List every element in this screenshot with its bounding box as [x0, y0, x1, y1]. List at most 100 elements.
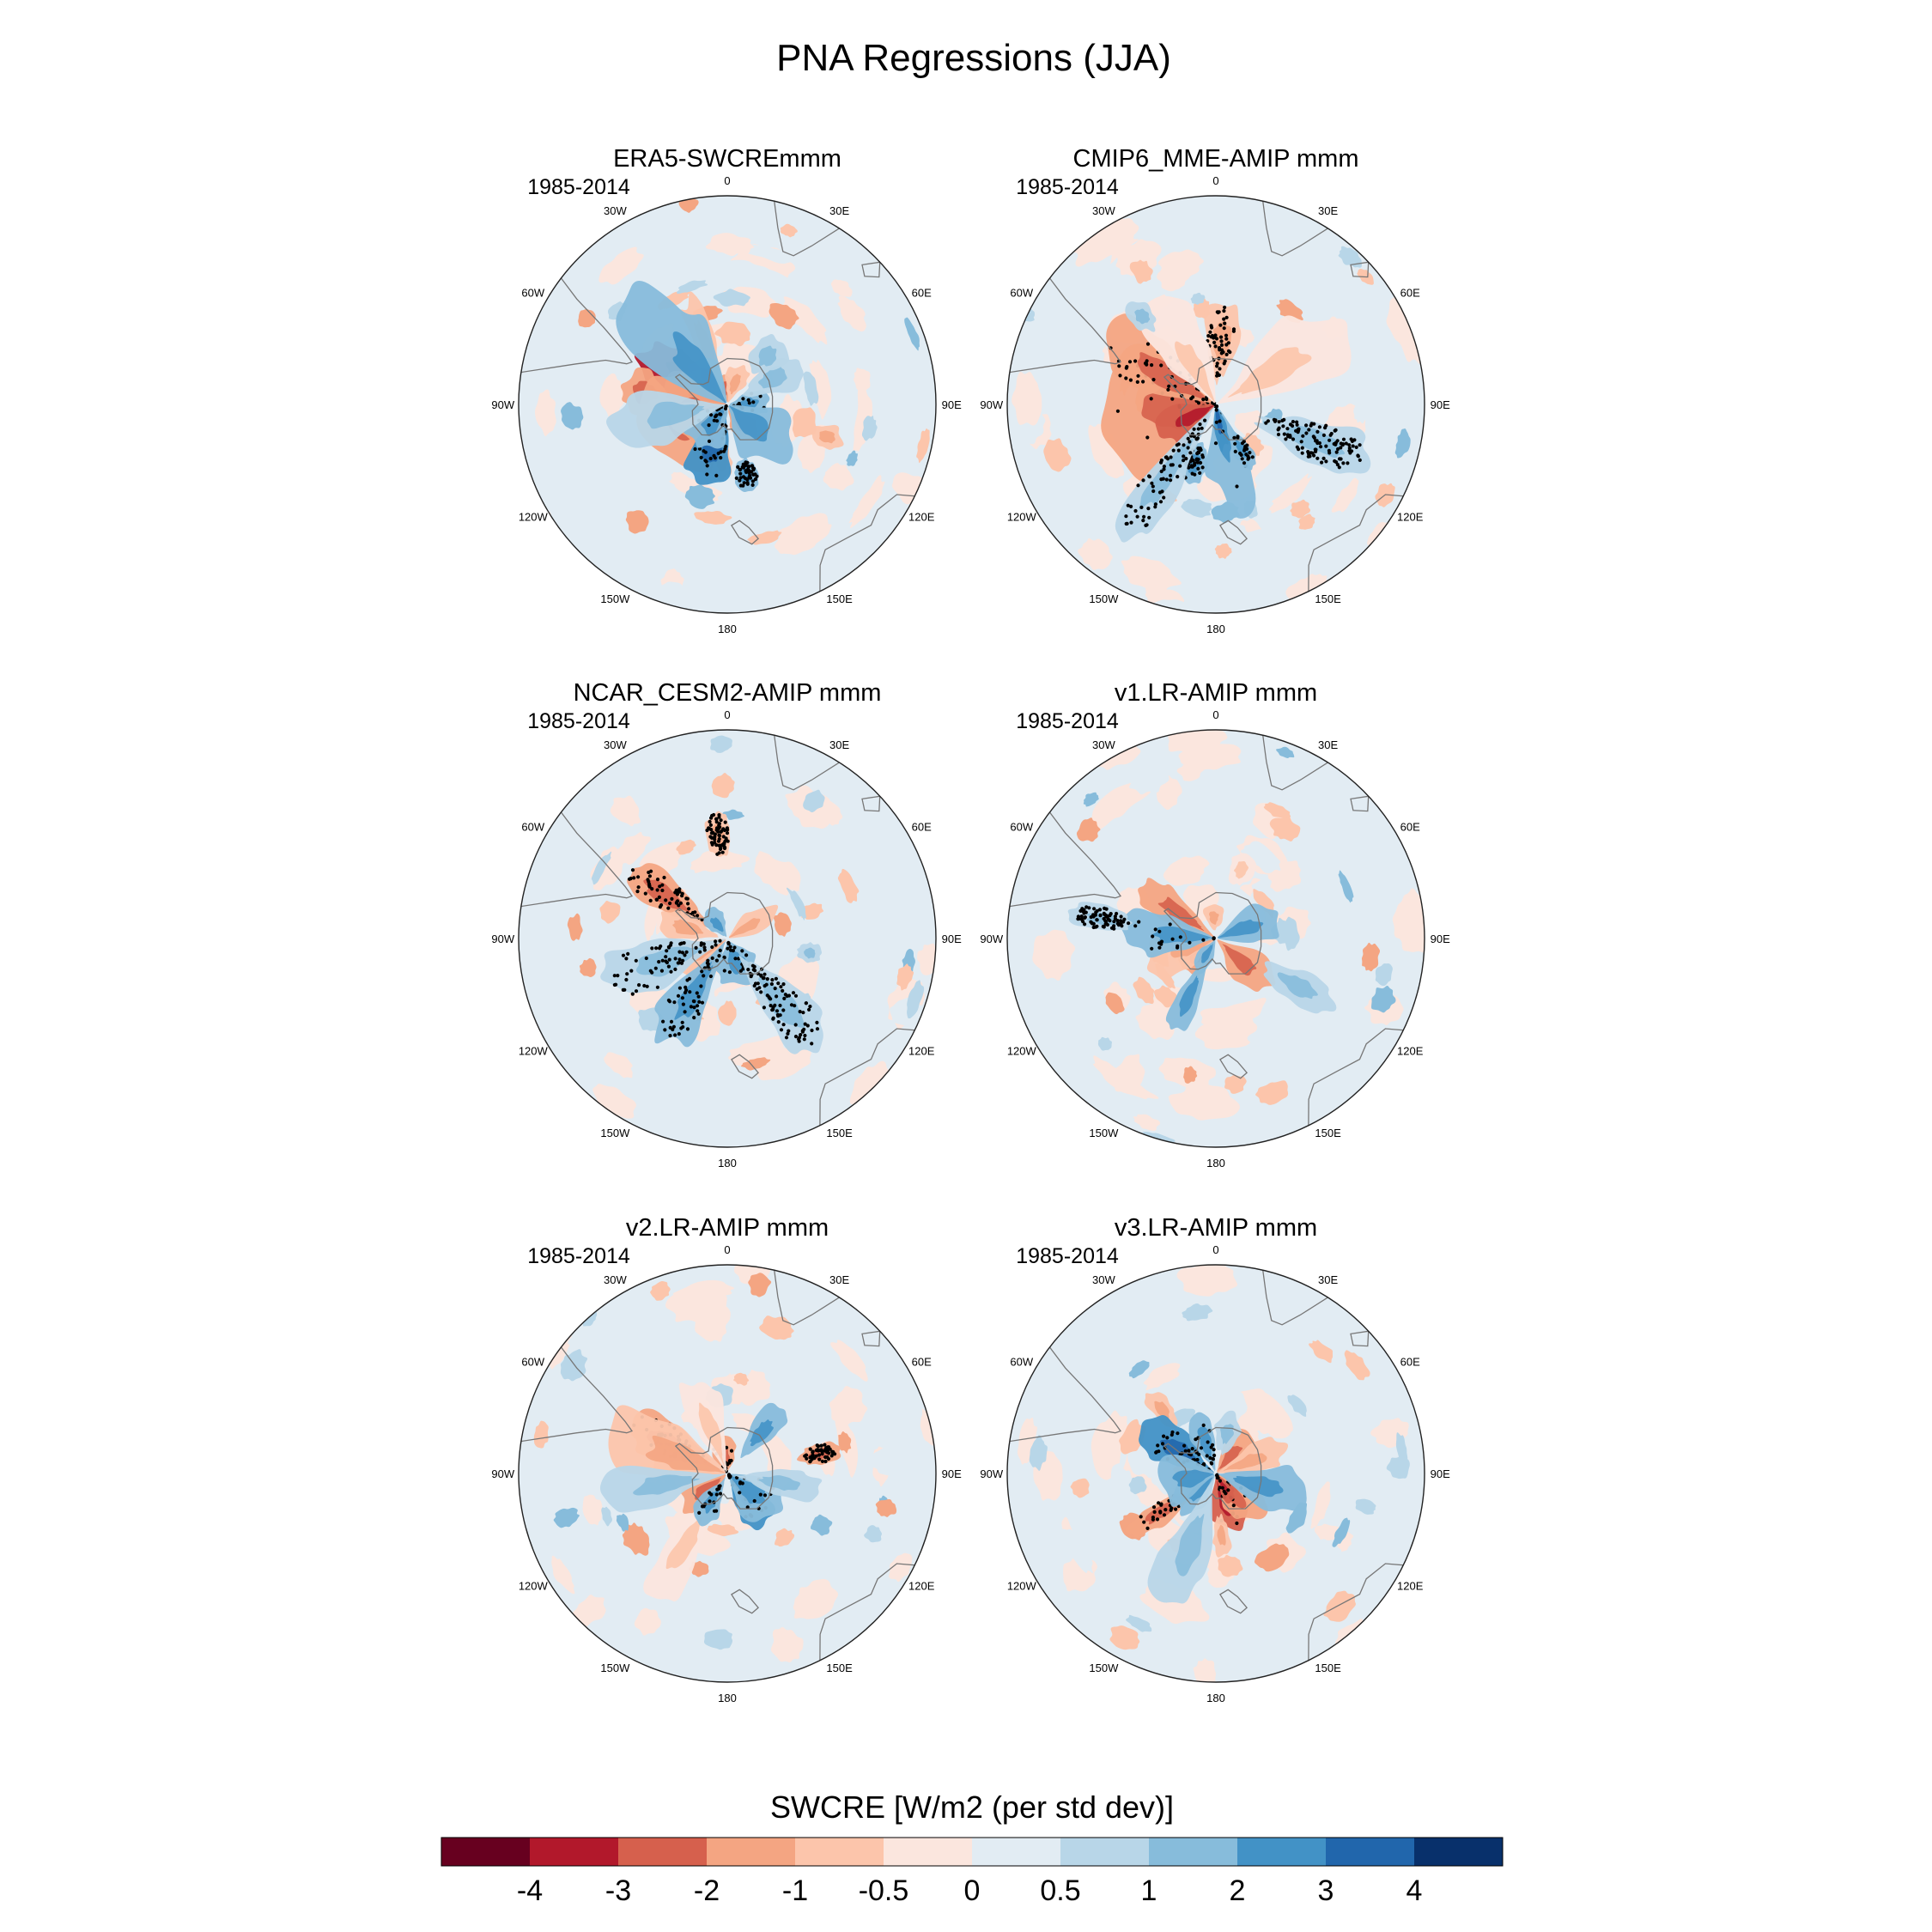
stipple-dot — [1219, 351, 1224, 355]
longitude-label: 60E — [1400, 1355, 1420, 1368]
longitude-label: 120W — [1007, 1580, 1037, 1593]
stipple-dot — [647, 879, 651, 884]
stipple-dot — [1182, 454, 1186, 459]
stipple-dot — [1205, 397, 1209, 402]
stipple-dot — [1346, 461, 1350, 465]
noise-patch — [1240, 841, 1282, 873]
noise-patch — [1105, 992, 1125, 1015]
longitude-label: 60E — [912, 1355, 932, 1368]
stipple-dot — [1242, 447, 1247, 451]
stipple-dot — [1323, 426, 1327, 430]
stipple-dot — [693, 910, 697, 914]
stipple-dot — [823, 1447, 828, 1451]
noise-patch — [717, 1000, 737, 1026]
noise-patch — [780, 223, 798, 238]
noise-patch — [1163, 855, 1211, 886]
stipple-dot — [811, 1450, 815, 1455]
noise-patch — [1157, 261, 1190, 292]
stipple-dot — [1183, 1449, 1188, 1453]
stipple-dot — [694, 945, 698, 950]
stipple-dot — [673, 967, 677, 971]
stipple-dot — [781, 1008, 786, 1012]
stipple-dot — [700, 969, 704, 974]
stipple-dot — [1145, 1526, 1150, 1530]
stipple-dot — [1195, 460, 1200, 465]
noise-patch — [733, 1637, 761, 1666]
anomaly-core — [645, 1435, 726, 1473]
stipple-dot — [1214, 337, 1219, 341]
stipple-dot — [653, 966, 658, 970]
coastline-australia — [819, 494, 927, 604]
stipple-dot — [1341, 461, 1346, 465]
noise-patch — [653, 738, 682, 782]
anomaly-core — [672, 331, 726, 404]
noise-patch — [591, 850, 612, 885]
stipple-dot — [1142, 1520, 1146, 1524]
stipple-dot — [1150, 946, 1154, 951]
stipple-dot — [626, 951, 630, 956]
stipple-dot — [733, 957, 738, 961]
colorbar-label: SWCRE [W/m2 (per std dev)] — [770, 1789, 1174, 1825]
anomaly-core — [1277, 972, 1318, 999]
stipple-dot — [1280, 418, 1285, 422]
stipple-dot — [765, 993, 769, 998]
stipple-dot — [696, 1012, 701, 1016]
stipple-dot — [726, 946, 730, 951]
anomaly-core — [672, 919, 704, 935]
noise-patch — [792, 407, 817, 438]
stipple-dot — [719, 456, 723, 460]
stipple-dot — [702, 1504, 706, 1509]
noise-patch — [1285, 574, 1327, 601]
stipple-dot — [1188, 940, 1192, 945]
anomaly-core — [1154, 1400, 1170, 1419]
noise-patch — [710, 735, 732, 753]
noise-patch — [1176, 1265, 1238, 1297]
stipple-dot — [665, 949, 669, 953]
stipple-dot — [751, 400, 756, 404]
stipple-dot — [708, 827, 712, 831]
stipple-dot — [1285, 433, 1290, 437]
stipple-dot — [1239, 453, 1243, 458]
noise-patch — [1267, 473, 1312, 513]
stipple-dot — [1197, 1452, 1201, 1456]
noise-patch — [1374, 839, 1396, 871]
stipple-dot — [684, 896, 689, 901]
noise-patch — [1032, 929, 1076, 981]
stipple-dot — [1127, 360, 1133, 364]
stipple-dot — [714, 473, 719, 478]
stipple-dot — [714, 415, 718, 419]
stipple-dot — [1273, 418, 1278, 422]
stipple-dot — [1277, 426, 1281, 430]
stipple-dot — [1182, 443, 1186, 447]
anomaly-core — [665, 1516, 702, 1570]
coastline-madagascar — [861, 795, 881, 812]
stipple-dot — [1171, 448, 1176, 453]
stipple-dot — [1246, 457, 1250, 461]
stipple-dot — [1136, 483, 1140, 488]
longitude-label: 120W — [1007, 1045, 1037, 1058]
stipple-dot — [1156, 1443, 1160, 1448]
anomaly-core — [1152, 926, 1214, 944]
noise-patch — [864, 1525, 883, 1543]
stipple-dot — [714, 1492, 719, 1497]
colorbar-swatch — [1237, 1838, 1327, 1866]
stipple-dot — [1176, 944, 1180, 948]
colorbar: -4 -3 -2 -1 -0.5 0 0.5 1 2 3 4 — [440, 1837, 1504, 1907]
stipple-dot — [707, 423, 711, 428]
anomaly-core — [1232, 1475, 1284, 1498]
noise-patch — [830, 1340, 868, 1382]
longitude-label: 30W — [604, 738, 627, 751]
longitude-label: 180 — [1206, 1157, 1225, 1170]
longitude-label: 90W — [980, 1467, 1003, 1480]
anomaly-core — [1201, 943, 1214, 963]
stipple-dot — [1129, 504, 1133, 509]
coastline-new-zealand — [1218, 519, 1249, 545]
stipple-dot — [1176, 475, 1180, 479]
colorbar-swatch — [1414, 1838, 1504, 1866]
stipple-dot — [1160, 1442, 1165, 1446]
stipple-dot — [802, 1037, 806, 1042]
stipple-dot — [686, 902, 690, 906]
anomaly-core — [1157, 896, 1205, 932]
stipple-dot — [746, 467, 750, 471]
stipple-dot — [801, 1011, 805, 1015]
